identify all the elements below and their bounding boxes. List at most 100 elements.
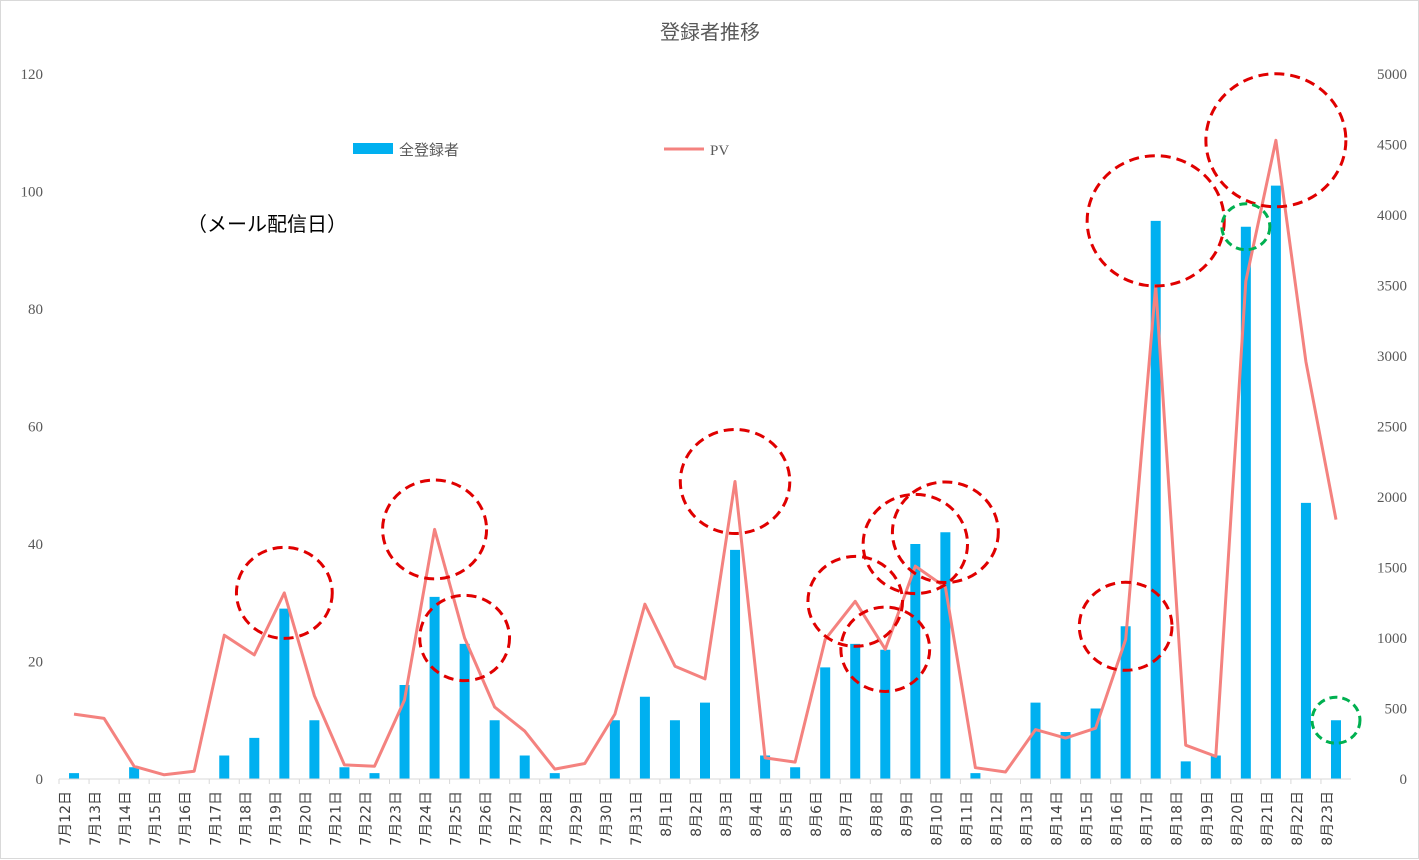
- x-tick-label: 7月20日: [298, 791, 314, 846]
- bar: [609, 720, 620, 779]
- y-left-tick-label: 60: [28, 420, 43, 436]
- bar: [549, 773, 560, 779]
- x-tick-label: 7月12日: [58, 791, 74, 846]
- bar-series-registrants: [69, 185, 1341, 779]
- highlight-circle: [418, 593, 512, 683]
- highlight-circle: [839, 605, 932, 693]
- bar: [820, 667, 831, 779]
- bar: [910, 544, 921, 779]
- x-tick-label: 8月23日: [1320, 791, 1336, 846]
- bar: [339, 767, 350, 779]
- highlight-circle: [861, 492, 970, 596]
- y-left-tick-label: 120: [21, 67, 44, 83]
- y-right-tick-label: 1500: [1377, 561, 1407, 577]
- x-tick-label: 7月26日: [479, 791, 495, 846]
- x-tick-label: 7月24日: [419, 791, 435, 846]
- x-tick-label: 8月3日: [719, 791, 735, 837]
- bar: [219, 755, 230, 779]
- x-tick-label: 8月5日: [779, 791, 795, 837]
- bar: [369, 773, 380, 779]
- x-tick-label: 8月4日: [749, 791, 765, 837]
- x-tick-label: 8月21日: [1260, 791, 1276, 846]
- bar: [1060, 732, 1071, 779]
- bar: [459, 643, 470, 779]
- bar: [880, 649, 891, 779]
- bar: [940, 532, 951, 779]
- highlight-circle-green: [1220, 202, 1272, 252]
- y-right-tick-label: 0: [1400, 772, 1408, 788]
- x-tick-label: 7月13日: [88, 791, 104, 846]
- x-tick-label: 7月15日: [148, 791, 164, 846]
- bar: [129, 767, 140, 779]
- x-tick-label: 7月23日: [389, 791, 405, 846]
- bar: [669, 720, 680, 779]
- bar: [850, 643, 861, 779]
- x-tick-label: 7月17日: [208, 791, 224, 846]
- x-tick-label: 8月9日: [899, 791, 915, 837]
- bar: [519, 755, 530, 779]
- x-tick-label: 7月31日: [629, 791, 645, 846]
- x-tick-label: 7月16日: [178, 791, 194, 846]
- bar: [279, 608, 290, 779]
- x-tick-label: 7月18日: [238, 791, 254, 846]
- x-tick-label: 8月2日: [689, 791, 705, 837]
- x-tick-label: 8月8日: [869, 791, 885, 837]
- y-right-tick-label: 2500: [1377, 420, 1407, 436]
- bar: [1240, 226, 1251, 779]
- x-tick-label: 8月22日: [1290, 791, 1306, 846]
- y-left-tick-label: 20: [28, 655, 43, 671]
- highlight-circle: [234, 545, 334, 640]
- y-right-tick-label: 4500: [1377, 138, 1407, 154]
- x-tick-label: 7月29日: [569, 791, 585, 846]
- y-left-tick-label: 40: [28, 537, 43, 553]
- x-tick-label: 8月12日: [989, 791, 1005, 846]
- bar: [399, 685, 410, 779]
- legend-swatch-registrants: [353, 143, 393, 154]
- x-tick-label: 8月7日: [839, 791, 855, 837]
- x-tick-label: 8月17日: [1140, 791, 1156, 846]
- highlight-circle-green: [1310, 695, 1362, 745]
- annotation-mail-day: （メール配信日）: [187, 212, 347, 236]
- y-right-tick-label: 3500: [1377, 279, 1407, 295]
- pv-line: [73, 138, 1338, 777]
- x-tick-label: 8月6日: [809, 791, 825, 837]
- x-tick-label: 7月30日: [599, 791, 615, 846]
- x-axis: 7月12日 7月13日 7月14日 7月15日 7月16日 7月17日 7月18日 7月19日…: [58, 778, 1351, 846]
- bar: [730, 549, 741, 779]
- x-tick-label: 7月21日: [328, 791, 344, 846]
- y-right-tick-label: 500: [1385, 702, 1408, 718]
- y-right-tick-label: 4000: [1377, 208, 1407, 224]
- bar: [1210, 755, 1221, 779]
- x-tick-label: 8月10日: [929, 791, 945, 846]
- y-right-tick-label: 3000: [1377, 349, 1407, 365]
- bar: [1180, 761, 1191, 779]
- y-left-tick-label: 0: [36, 772, 44, 788]
- bar: [489, 720, 500, 779]
- legend-label-registrants: 全登録者: [399, 141, 459, 159]
- x-tick-label: 8月14日: [1050, 791, 1066, 846]
- x-tick-label: 7月14日: [118, 791, 134, 846]
- bar: [1330, 720, 1341, 779]
- x-tick-label: 8月16日: [1110, 791, 1126, 846]
- bar: [790, 767, 801, 779]
- y-right-tick-label: 5000: [1377, 67, 1407, 83]
- highlight-circle: [1204, 72, 1348, 209]
- x-tick-label: 8月19日: [1200, 791, 1216, 846]
- x-tick-label: 7月25日: [449, 791, 465, 846]
- highlight-circle: [1077, 580, 1174, 672]
- bar: [1150, 220, 1161, 779]
- x-tick-label: 7月19日: [268, 791, 284, 846]
- highlight-circle: [1085, 154, 1226, 288]
- x-tick-label: 8月18日: [1170, 791, 1186, 846]
- y-right-tick-label: 2000: [1377, 490, 1407, 506]
- bar: [249, 737, 260, 779]
- x-tick-label: 8月20日: [1230, 791, 1246, 846]
- bar: [429, 596, 440, 779]
- bar: [69, 773, 80, 779]
- y-axis-left: 0 20 40 60 80 100 120: [21, 67, 44, 788]
- bar: [309, 720, 320, 779]
- highlight-circles: [234, 72, 1362, 745]
- x-tick-label: 7月22日: [358, 791, 374, 846]
